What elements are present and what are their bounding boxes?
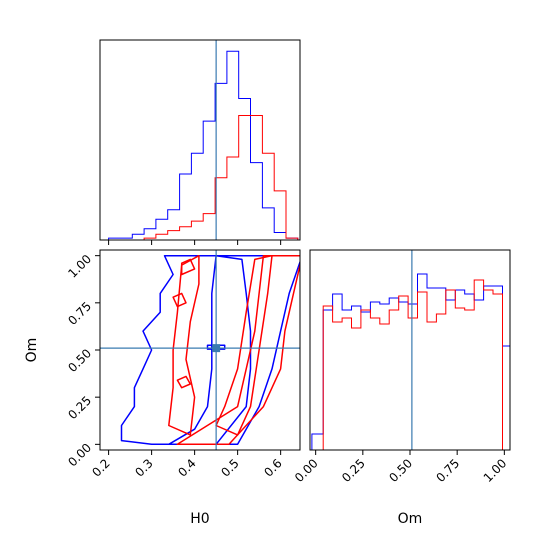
x-axis-label-om: Om: [398, 511, 423, 527]
contour-blue-1: [120, 254, 300, 446]
main-x-tick-label-1: 0.3: [132, 456, 155, 479]
marginal-h0-panel: [99, 39, 301, 245]
axis-labels: H0 Om Om: [24, 338, 422, 527]
contour-red-6: [172, 292, 187, 308]
main-x-tick-label-3: 0.5: [218, 456, 241, 479]
marginal-om-panel: 0.00 0.25 0.50 0.75 1.00: [292, 249, 511, 485]
joint-h0-om-panel: 0.2 0.3 0.4 0.5 0.6 0.00 0.25 0.50 0.75 1.00: [65, 249, 301, 480]
main-x-tick-label-0: 0.2: [89, 456, 112, 479]
y-axis-label-om: Om: [24, 338, 40, 363]
truth-point-marker: [212, 344, 221, 353]
right-x-tick-label-1: 0.25: [339, 456, 368, 485]
contour-red-3: [215, 254, 273, 436]
main-y-tick-label-0: 0.00: [65, 441, 94, 470]
contour-red-4: [168, 254, 200, 436]
main-y-tick-label-2: 0.50: [65, 346, 94, 375]
h0-hist-blue: [108, 50, 299, 240]
contour-blue-0: [168, 254, 252, 446]
main-y-tick-label-4: 1.00: [65, 252, 94, 281]
om-hist-blue: [311, 273, 511, 450]
main-x-tick-label-4: 0.6: [261, 456, 284, 479]
contour-red-5: [180, 258, 196, 276]
x-axis-label-h0: H0: [190, 511, 209, 527]
right-x-tick-label-0: 0.00: [292, 456, 321, 485]
contour-group: [120, 254, 300, 446]
contour-red-2: [176, 254, 300, 446]
top-frame: [99, 39, 301, 241]
om-hist-red: [311, 279, 510, 451]
main-x-tick-label-2: 0.4: [175, 456, 198, 479]
right-x-tick-label-4: 1.00: [481, 456, 510, 485]
right-x-tick-label-2: 0.50: [386, 456, 415, 485]
main-y-tick-label-1: 0.25: [65, 393, 94, 422]
h0-hist-red: [108, 115, 299, 241]
right-x-tick-label-3: 0.75: [433, 456, 462, 485]
contour-red-7: [176, 375, 192, 389]
main-y-tick-label-3: 0.75: [65, 299, 94, 328]
